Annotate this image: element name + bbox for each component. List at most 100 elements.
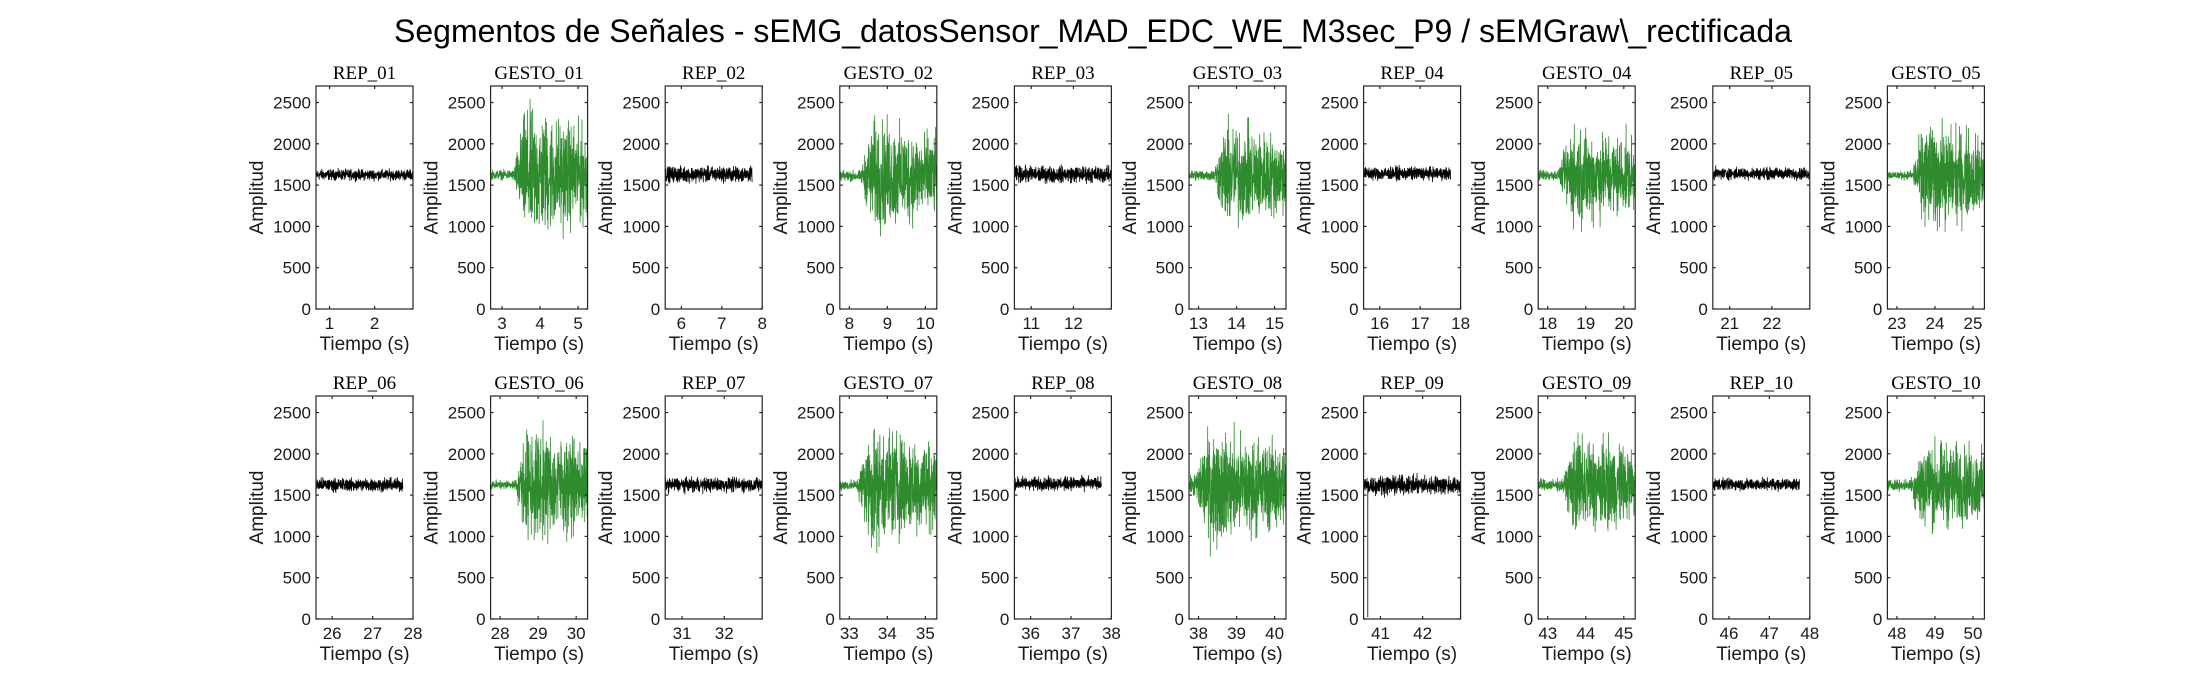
y-axis-label: Amplitud <box>596 471 617 545</box>
x-tick-label: 32 <box>715 624 734 643</box>
x-tick-label: 26 <box>323 624 342 643</box>
x-tick-label: 42 <box>1413 624 1432 643</box>
x-tick-label: 35 <box>916 624 935 643</box>
axes-frame <box>1188 395 1287 620</box>
y-tick-label: 2500 <box>1495 404 1533 423</box>
y-tick-label: 1500 <box>797 486 835 505</box>
subplot-rep-05: 0 500 1000 1500 2000 2500 21 22 REP_05 Tiempo (s)… <box>1644 63 1811 355</box>
x-axis-label: Tiempo (s) <box>494 644 584 665</box>
x-axis-label: Tiempo (s) <box>1367 334 1457 355</box>
y-tick-label: 1000 <box>1845 217 1883 236</box>
signal-line <box>1712 476 1800 493</box>
y-tick-label: 0 <box>1175 300 1184 319</box>
signal-line <box>1712 165 1811 182</box>
x-tick-label: 45 <box>1614 624 1633 643</box>
y-axis-label: Amplitud <box>1469 471 1490 545</box>
y-tick-label: 0 <box>1349 300 1358 319</box>
y-tick-label: 1500 <box>273 486 311 505</box>
y-tick-label: 500 <box>981 259 1009 278</box>
y-tick-label: 2000 <box>1670 135 1708 154</box>
y-tick-label: 0 <box>476 610 485 629</box>
x-axis-label: Tiempo (s) <box>319 644 409 665</box>
y-tick-label: 2000 <box>797 445 835 464</box>
y-tick-label: 0 <box>651 610 660 629</box>
y-tick-label: 1500 <box>1146 176 1184 195</box>
y-axis-label: Amplitud <box>596 161 617 235</box>
y-tick-label: 1500 <box>622 486 660 505</box>
x-tick-label: 3 <box>497 314 506 333</box>
y-tick-label: 2500 <box>1670 94 1708 113</box>
x-tick-label: 46 <box>1720 624 1739 643</box>
y-tick-label: 2000 <box>1146 135 1184 154</box>
y-tick-label: 2500 <box>1845 404 1883 423</box>
y-axis-label: Amplitud <box>1644 161 1665 235</box>
subplot-title: REP_08 <box>1031 373 1094 394</box>
signal-line <box>490 98 588 240</box>
x-tick-label: 17 <box>1411 314 1430 333</box>
y-tick-label: 1500 <box>972 486 1010 505</box>
x-tick-label: 12 <box>1064 314 1083 333</box>
y-tick-label: 1000 <box>448 217 486 236</box>
signal-line <box>1537 432 1636 533</box>
y-tick-label: 1500 <box>1321 486 1359 505</box>
subplot-gesto-03: 0 500 1000 1500 2000 2500 13 14 15 GESTO_03 Tiempo… <box>1120 63 1287 355</box>
y-tick-label: 0 <box>1873 300 1882 319</box>
x-axis-label: Tiempo (s) <box>669 334 759 355</box>
y-tick-label: 2000 <box>1146 445 1184 464</box>
y-tick-label: 2000 <box>1845 445 1883 464</box>
y-tick-label: 1500 <box>622 176 660 195</box>
y-tick-label: 2000 <box>1321 445 1359 464</box>
y-tick-label: 1000 <box>972 527 1010 546</box>
x-tick-label: 40 <box>1265 624 1284 643</box>
y-axis-label: Amplitud <box>945 471 966 545</box>
x-tick-label: 10 <box>916 314 935 333</box>
y-tick-label: 0 <box>476 300 485 319</box>
signal-line <box>1363 165 1451 183</box>
subplot-title: GESTO_03 <box>1193 63 1282 84</box>
axes-frame <box>839 395 938 620</box>
y-axis-label: Amplitud <box>422 471 443 545</box>
axes-frame <box>1886 85 1986 310</box>
y-tick-label: 1500 <box>1321 176 1359 195</box>
y-tick-label: 1000 <box>797 527 835 546</box>
y-tick-label: 2500 <box>1495 94 1533 113</box>
axes-frame <box>839 85 938 310</box>
x-tick-label: 6 <box>677 314 686 333</box>
x-axis-label: Tiempo (s) <box>1018 334 1108 355</box>
x-axis-label: Tiempo (s) <box>494 334 584 355</box>
signal-line <box>315 476 404 493</box>
y-tick-label: 0 <box>1524 300 1533 319</box>
signal-line <box>1363 472 1461 618</box>
y-tick-label: 1500 <box>1146 486 1184 505</box>
y-tick-label: 2500 <box>797 404 835 423</box>
y-tick-label: 2000 <box>972 135 1010 154</box>
y-tick-label: 500 <box>806 259 834 278</box>
y-tick-label: 0 <box>1873 610 1882 629</box>
y-tick-label: 2000 <box>1670 445 1708 464</box>
y-axis-label: Amplitud <box>1469 161 1490 235</box>
x-tick-label: 7 <box>717 314 726 333</box>
y-tick-label: 500 <box>806 569 834 588</box>
axes-frame <box>1537 85 1636 310</box>
y-tick-label: 0 <box>1000 300 1009 319</box>
y-tick-label: 500 <box>1505 259 1533 278</box>
subplot-title: REP_03 <box>1031 63 1094 84</box>
subplot-rep-04: 0 500 1000 1500 2000 2500 16 17 18 REP_04 Tiempo (… <box>1295 63 1470 355</box>
x-tick-label: 19 <box>1576 314 1595 333</box>
y-tick-label: 0 <box>825 300 834 319</box>
subplot-gesto-09: 0 500 1000 1500 2000 2500 43 44 45 GESTO_09 Tiempo… <box>1469 373 1636 665</box>
x-tick-label: 16 <box>1370 314 1389 333</box>
axes-frame <box>1362 85 1462 310</box>
x-tick-label: 2 <box>370 314 379 333</box>
subplot-title: GESTO_02 <box>844 63 933 84</box>
x-tick-label: 18 <box>1451 314 1470 333</box>
y-tick-label: 0 <box>302 610 311 629</box>
y-tick-label: 2500 <box>448 404 486 423</box>
signal-line <box>315 167 414 183</box>
y-tick-label: 500 <box>1679 569 1707 588</box>
x-axis-label: Tiempo (s) <box>1891 644 1981 665</box>
y-tick-label: 2500 <box>1670 404 1708 423</box>
x-axis-label: Tiempo (s) <box>1192 644 1282 665</box>
subplot-gesto-06: 0 500 1000 1500 2000 2500 28 29 30 GESTO_06 Tiempo… <box>422 373 589 665</box>
subplot-title: GESTO_05 <box>1891 63 1980 84</box>
